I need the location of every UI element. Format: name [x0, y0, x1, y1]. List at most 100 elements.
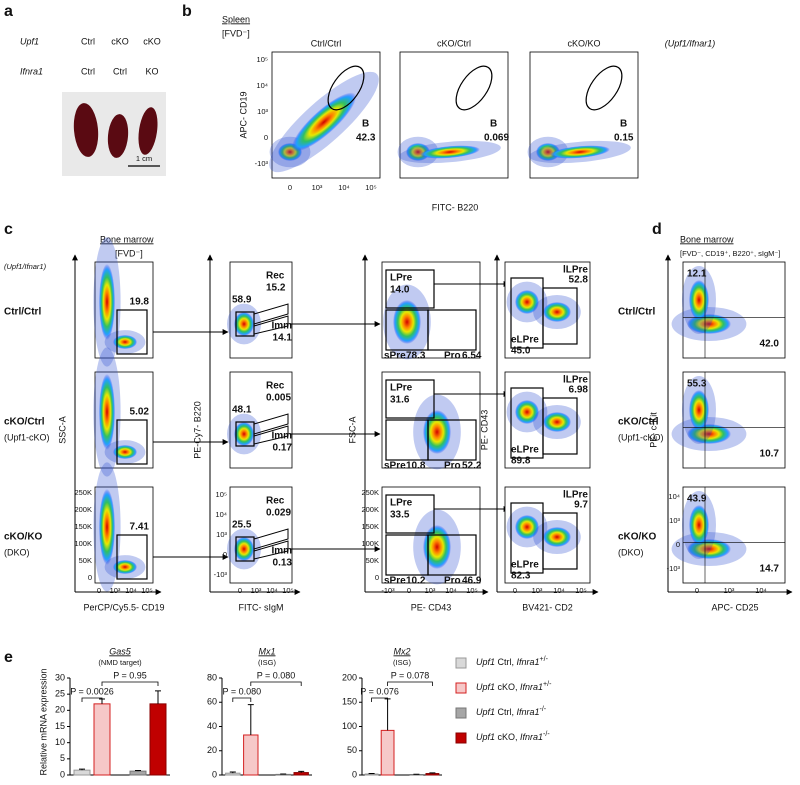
density-core [515, 400, 539, 424]
y-tick-label: 15 [55, 721, 65, 731]
axis-label: PE- CD43 [411, 602, 452, 612]
gate [385, 379, 435, 419]
density-core [99, 264, 115, 340]
x-tick-label: 0 [238, 586, 242, 595]
gate-value: 0.005 [266, 393, 291, 404]
legend-gene: Upf1 [476, 707, 495, 717]
gate-value: 52.2 [462, 461, 482, 472]
gene-name: Ifnra1 [20, 66, 43, 76]
axis-label: APC- CD25 [711, 602, 758, 612]
gate-value: 46.9 [462, 576, 482, 587]
x-tick-label: 0 [513, 586, 517, 595]
x-tick-label: 10⁴ [755, 586, 767, 595]
density-core [291, 92, 357, 152]
axis-label: PE-Cy7- B220 [192, 401, 202, 459]
density-core [113, 335, 137, 349]
density-core [689, 280, 709, 320]
density-core [99, 374, 115, 450]
p-value: P = 0.078 [391, 670, 430, 680]
gate-name: B [490, 119, 497, 130]
axis-label: APC- CD19 [238, 91, 248, 138]
plot-title: cKO/Ctrl [437, 38, 471, 48]
y-tick-label: 50 [347, 745, 357, 755]
legend-genotype: cKO, [495, 682, 520, 692]
row-label: cKO/KO [4, 532, 43, 543]
gate [427, 309, 477, 351]
gate-name: sPre [384, 461, 406, 472]
y-tick-label: 30 [55, 672, 65, 682]
legend-gene: Upf1 [476, 657, 495, 667]
y-tick-label: 10⁴ [256, 81, 268, 90]
x-tick-label: 10⁵ [466, 586, 477, 595]
y-tick-label: 150K [74, 522, 92, 531]
row-label: cKO/Ctrl [4, 417, 45, 428]
y-tick-label: -10³ [214, 570, 228, 579]
significance-bracket [250, 681, 302, 686]
bar [243, 734, 259, 776]
density-core [515, 515, 539, 539]
plot-title: cKO/KO [567, 38, 600, 48]
density-core [423, 525, 451, 569]
gate-name: Rec [266, 271, 285, 282]
panel-label: d [652, 221, 662, 238]
p-value: P = 0.076 [360, 686, 399, 696]
axis-label: PE- CD43 [479, 410, 489, 451]
error-bar [429, 772, 436, 774]
y-tick-label: 250K [361, 488, 379, 497]
row-label: cKO/Ctrl [618, 417, 659, 428]
legend-swatch [455, 682, 467, 694]
panel-label: e [4, 649, 13, 666]
gate [253, 528, 289, 550]
y-tick-label: 50K [79, 556, 92, 565]
bar [149, 703, 167, 776]
y-tick-label: 0 [676, 540, 680, 549]
gate-value: 14.0 [390, 285, 410, 296]
density-core [234, 537, 254, 561]
y-tick-label: 10⁴ [668, 492, 680, 501]
density-core [423, 410, 451, 454]
significance-bracket [101, 681, 159, 686]
p-value: P = 0.95 [113, 670, 147, 680]
density-core [420, 145, 480, 159]
legend-genotype: Ctrl, [495, 657, 517, 667]
gate [542, 287, 578, 345]
gate-value: 14.1 [273, 333, 293, 344]
density-core [689, 505, 709, 545]
row-note: (Upf1-cKO) [618, 432, 664, 442]
genotype: cKO [143, 36, 161, 46]
y-tick-label: 25 [55, 689, 65, 699]
gate-value: 58.9 [232, 295, 252, 306]
gate-value: 0.13 [273, 558, 293, 569]
y-tick-label: 10⁴ [215, 510, 227, 519]
legend-gene: Ifnra1 [517, 657, 540, 667]
gate-value: 7.41 [130, 522, 150, 533]
gate [116, 419, 148, 465]
bar [73, 769, 91, 776]
x-tick-label: 10⁵ [282, 586, 293, 595]
legend-genotype: cKO, [495, 732, 520, 742]
gate [116, 309, 148, 355]
panel-label: c [4, 221, 13, 238]
gate-value: 5.02 [130, 407, 150, 418]
genotype: Ctrl [81, 66, 95, 76]
x-tick-label: 10³ [251, 586, 262, 595]
error-bar [155, 690, 161, 704]
y-tick-label: 100K [361, 539, 379, 548]
gate [253, 315, 289, 335]
quadrant-value: 43.9 [687, 494, 707, 505]
gate-value: 15.2 [266, 283, 286, 294]
y-tick-label: 10³ [669, 516, 680, 525]
gate-name: Rec [266, 496, 285, 507]
gate-name: LPre [390, 498, 413, 509]
bar [364, 773, 379, 776]
gate [253, 413, 289, 435]
significance-bracket [81, 697, 103, 702]
gate [253, 303, 289, 325]
legend-label: Upf1 Ctrl, Ifnra1-/- [476, 706, 547, 718]
gate [542, 397, 578, 455]
legend-swatch [455, 732, 467, 744]
row-note: (Upf1-cKO) [4, 432, 50, 442]
gate-name: B [362, 119, 369, 130]
plot-frame [229, 486, 293, 584]
density-core [543, 302, 571, 322]
